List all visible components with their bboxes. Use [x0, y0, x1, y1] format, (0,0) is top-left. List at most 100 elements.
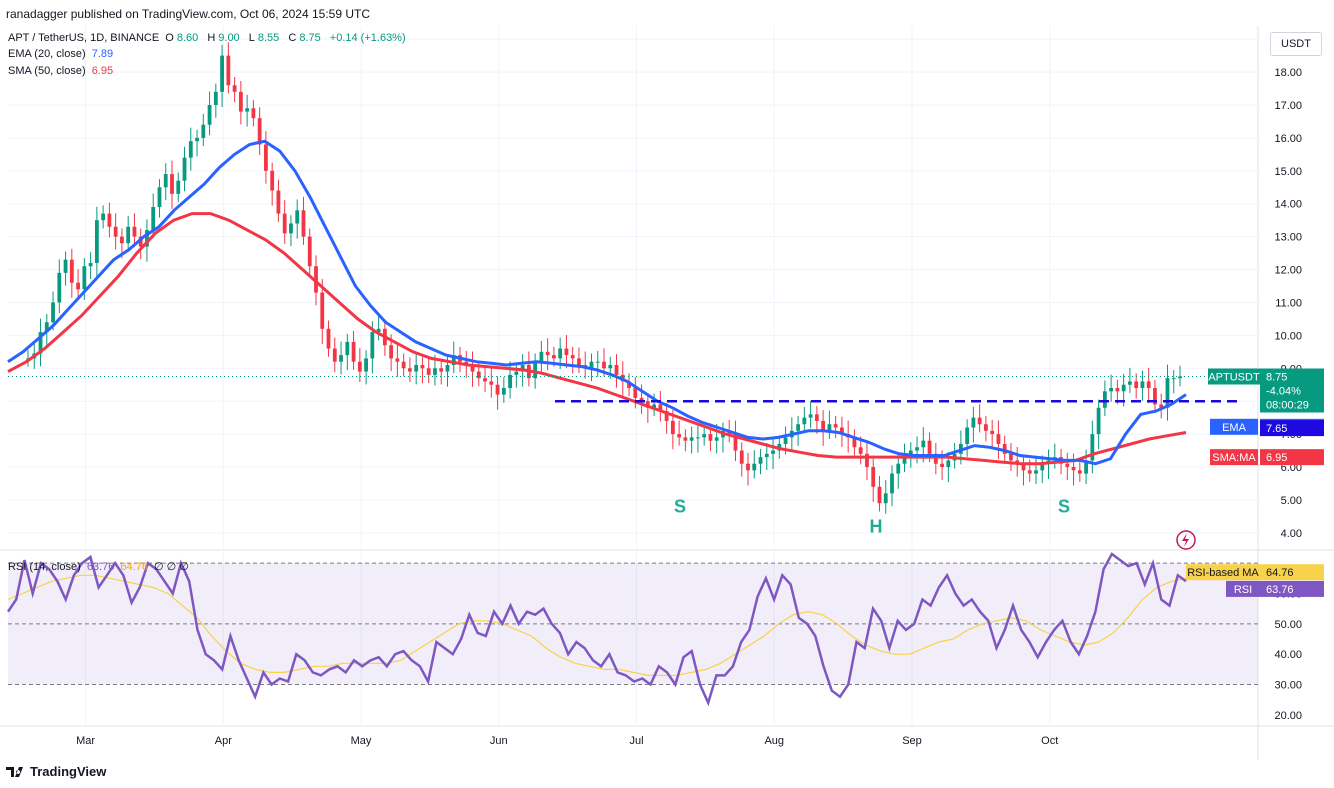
rsi-badge: RSI 63.76 — [1226, 580, 1324, 597]
candle-body — [577, 358, 581, 365]
candle-body — [282, 213, 287, 234]
lightning-icon-circle — [1176, 530, 1196, 550]
candle-body — [683, 437, 688, 441]
candle-body — [1034, 470, 1038, 474]
candle-body — [332, 348, 337, 362]
rsi-ma-value: 64.76 — [1266, 567, 1294, 579]
candle-body — [1065, 463, 1070, 468]
candle-body — [990, 430, 995, 435]
candle-body — [76, 282, 80, 290]
candle-body — [865, 453, 869, 468]
candle-body — [783, 437, 788, 444]
candle-body — [764, 453, 769, 458]
rsi-legend-empty: ∅ ∅ ∅ — [154, 561, 189, 573]
time-tick-label: Aug — [764, 735, 784, 747]
candle-body — [245, 108, 250, 112]
candle-body — [295, 210, 300, 224]
candle-body — [858, 447, 863, 454]
symbol-name: APT / TetherUS, 1D, BINANCE — [8, 32, 160, 44]
candle-body — [840, 427, 844, 435]
rsi-value-bg — [1260, 580, 1324, 597]
candle-body — [533, 361, 538, 379]
candle-body — [689, 437, 694, 441]
price-tick-label: 15.00 — [1274, 166, 1302, 178]
candle-body — [940, 463, 944, 468]
ohlc-high: H 9.00 — [207, 32, 242, 44]
candle-body — [733, 434, 738, 451]
candle-body — [1009, 453, 1013, 461]
price-tick-label: 12.00 — [1274, 265, 1302, 277]
sma-50-line — [7, 212, 1187, 466]
rsi-name-bg — [1226, 580, 1260, 597]
candle-body — [345, 341, 350, 356]
currency-unit-button[interactable]: USDT — [1270, 32, 1322, 56]
candle-body — [552, 355, 556, 359]
ema-badge-name-bg — [1210, 418, 1258, 435]
candle-body — [1140, 381, 1145, 389]
candle-body — [821, 420, 826, 431]
candle-body — [758, 457, 763, 464]
ema-20-line — [7, 139, 1187, 466]
candle-body — [927, 440, 932, 454]
candle-body — [401, 361, 406, 369]
candle-body — [984, 424, 988, 431]
candle-body — [44, 322, 49, 333]
candle-body — [182, 157, 187, 181]
time-tick-label: Oct — [1041, 735, 1058, 747]
candle-body — [201, 124, 206, 138]
candle-body — [796, 424, 800, 431]
last-price-timer: 08:00:29 — [1266, 400, 1309, 412]
candle-body — [126, 226, 131, 244]
candle-body — [1002, 443, 1007, 454]
candle-body — [1153, 388, 1157, 405]
rsi-ma-name-bg — [1186, 564, 1260, 581]
candle-body — [739, 450, 744, 464]
candle-body — [883, 493, 888, 504]
candle-body — [802, 417, 807, 425]
chart-area[interactable]: 4.005.006.007.008.009.0010.0011.0012.001… — [0, 26, 1334, 760]
candle-body — [495, 384, 500, 395]
ema-legend[interactable]: EMA (20, close) 7.89 — [8, 48, 116, 60]
price-tick-label: 13.00 — [1274, 232, 1302, 244]
candle-body — [483, 378, 487, 382]
candle-body — [314, 266, 318, 293]
candle-body — [514, 371, 519, 375]
candle-body — [120, 236, 124, 244]
candle-body — [639, 397, 644, 402]
symbol-legend: APT / TetherUS, 1D, BINANCE O 8.60 H 9.00 … — [8, 32, 409, 44]
last-price-symbol: APTUSDT — [1208, 372, 1260, 384]
candle-body — [752, 463, 757, 471]
candle-body — [852, 437, 857, 448]
rsi-ma-badge: RSI-based MA 64.76 — [1186, 564, 1324, 581]
tradingview-logo[interactable]: TradingView — [6, 764, 106, 779]
rsi-ma-legend-value: 64.76 — [120, 561, 148, 573]
price-chart-svg[interactable]: 4.005.006.007.008.009.0010.0011.0012.001… — [0, 26, 1334, 760]
sma-legend-value: 6.95 — [91, 65, 114, 77]
candle-body — [57, 272, 62, 303]
candle-body — [257, 118, 262, 145]
ema-legend-label: EMA (20, close) — [8, 48, 86, 60]
candle-body — [558, 348, 563, 359]
price-tick-label: 16.00 — [1274, 133, 1302, 145]
pattern-label: H — [870, 516, 883, 536]
candle-body — [608, 364, 613, 369]
candle-body — [489, 381, 494, 385]
candle-body — [1096, 407, 1101, 435]
candle-body — [157, 187, 162, 208]
candle-body — [220, 55, 224, 92]
candle-body — [132, 226, 137, 237]
candle-body — [627, 381, 631, 389]
candle-body — [433, 368, 437, 375]
candle-body — [1084, 460, 1088, 474]
candle-body — [1121, 384, 1126, 392]
candle-body — [163, 174, 168, 188]
rsi-legend[interactable]: RSI (14, close) 63.76 64.76 ∅ ∅ ∅ — [8, 560, 192, 573]
sma-legend[interactable]: SMA (50, close) 6.95 — [8, 65, 116, 77]
ohlc-open: O 8.60 — [165, 32, 201, 44]
candle-body — [1165, 378, 1170, 408]
rsi-tick-label: 30.00 — [1274, 680, 1302, 692]
low-value: 8.55 — [257, 32, 280, 44]
tradingview-brand: TradingView — [30, 764, 107, 779]
candle-body — [320, 292, 325, 329]
candle-body — [1115, 388, 1120, 392]
